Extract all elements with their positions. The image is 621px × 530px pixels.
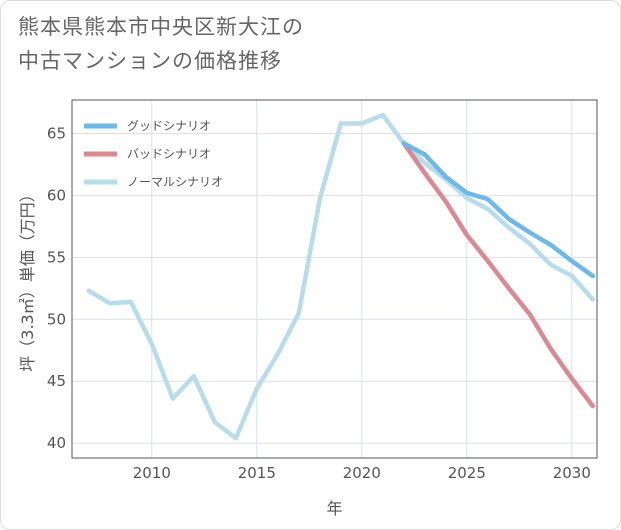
x-tick-label: 2025 (448, 464, 486, 482)
legend-label-1: バッドシナリオ (127, 147, 211, 161)
legend-label-0: グッドシナリオ (127, 119, 211, 133)
series-layer (86, 112, 596, 441)
y-tick-labels: 40 45 50 55 60 65 (47, 124, 66, 452)
x-tick-label: 2010 (133, 464, 171, 482)
chart-title-line-1: 熊本県熊本市中央区新大江の (18, 15, 304, 39)
x-tick-labels: 2010 2015 2020 2025 2030 (133, 464, 591, 482)
x-tick-label: 2030 (553, 464, 591, 482)
plot-area (71, 99, 598, 459)
y-tick-label: 60 (47, 186, 66, 204)
x-tick-label: 2015 (238, 464, 276, 482)
series-line-1 (401, 141, 596, 409)
series-line-0 (401, 141, 596, 279)
chart-title-line-2: 中古マンションの価格推移 (18, 49, 282, 73)
y-tick-label: 45 (47, 372, 66, 390)
y-tick-label: 50 (47, 310, 66, 328)
y-axis-title: 坪（3.3㎡）単価（万円） (18, 186, 37, 371)
x-axis-title: 年 (326, 499, 342, 518)
y-tick-label: 55 (47, 248, 66, 266)
y-tick-label: 65 (47, 124, 66, 142)
grid-lines (72, 100, 597, 458)
y-tick-label: 40 (47, 434, 66, 452)
series-line-2 (86, 112, 596, 441)
chart-title: 熊本県熊本市中央区新大江の 中古マンションの価格推移 (18, 10, 578, 78)
x-tick-label: 2020 (343, 464, 381, 482)
legend-label-2: ノーマルシナリオ (127, 175, 223, 189)
